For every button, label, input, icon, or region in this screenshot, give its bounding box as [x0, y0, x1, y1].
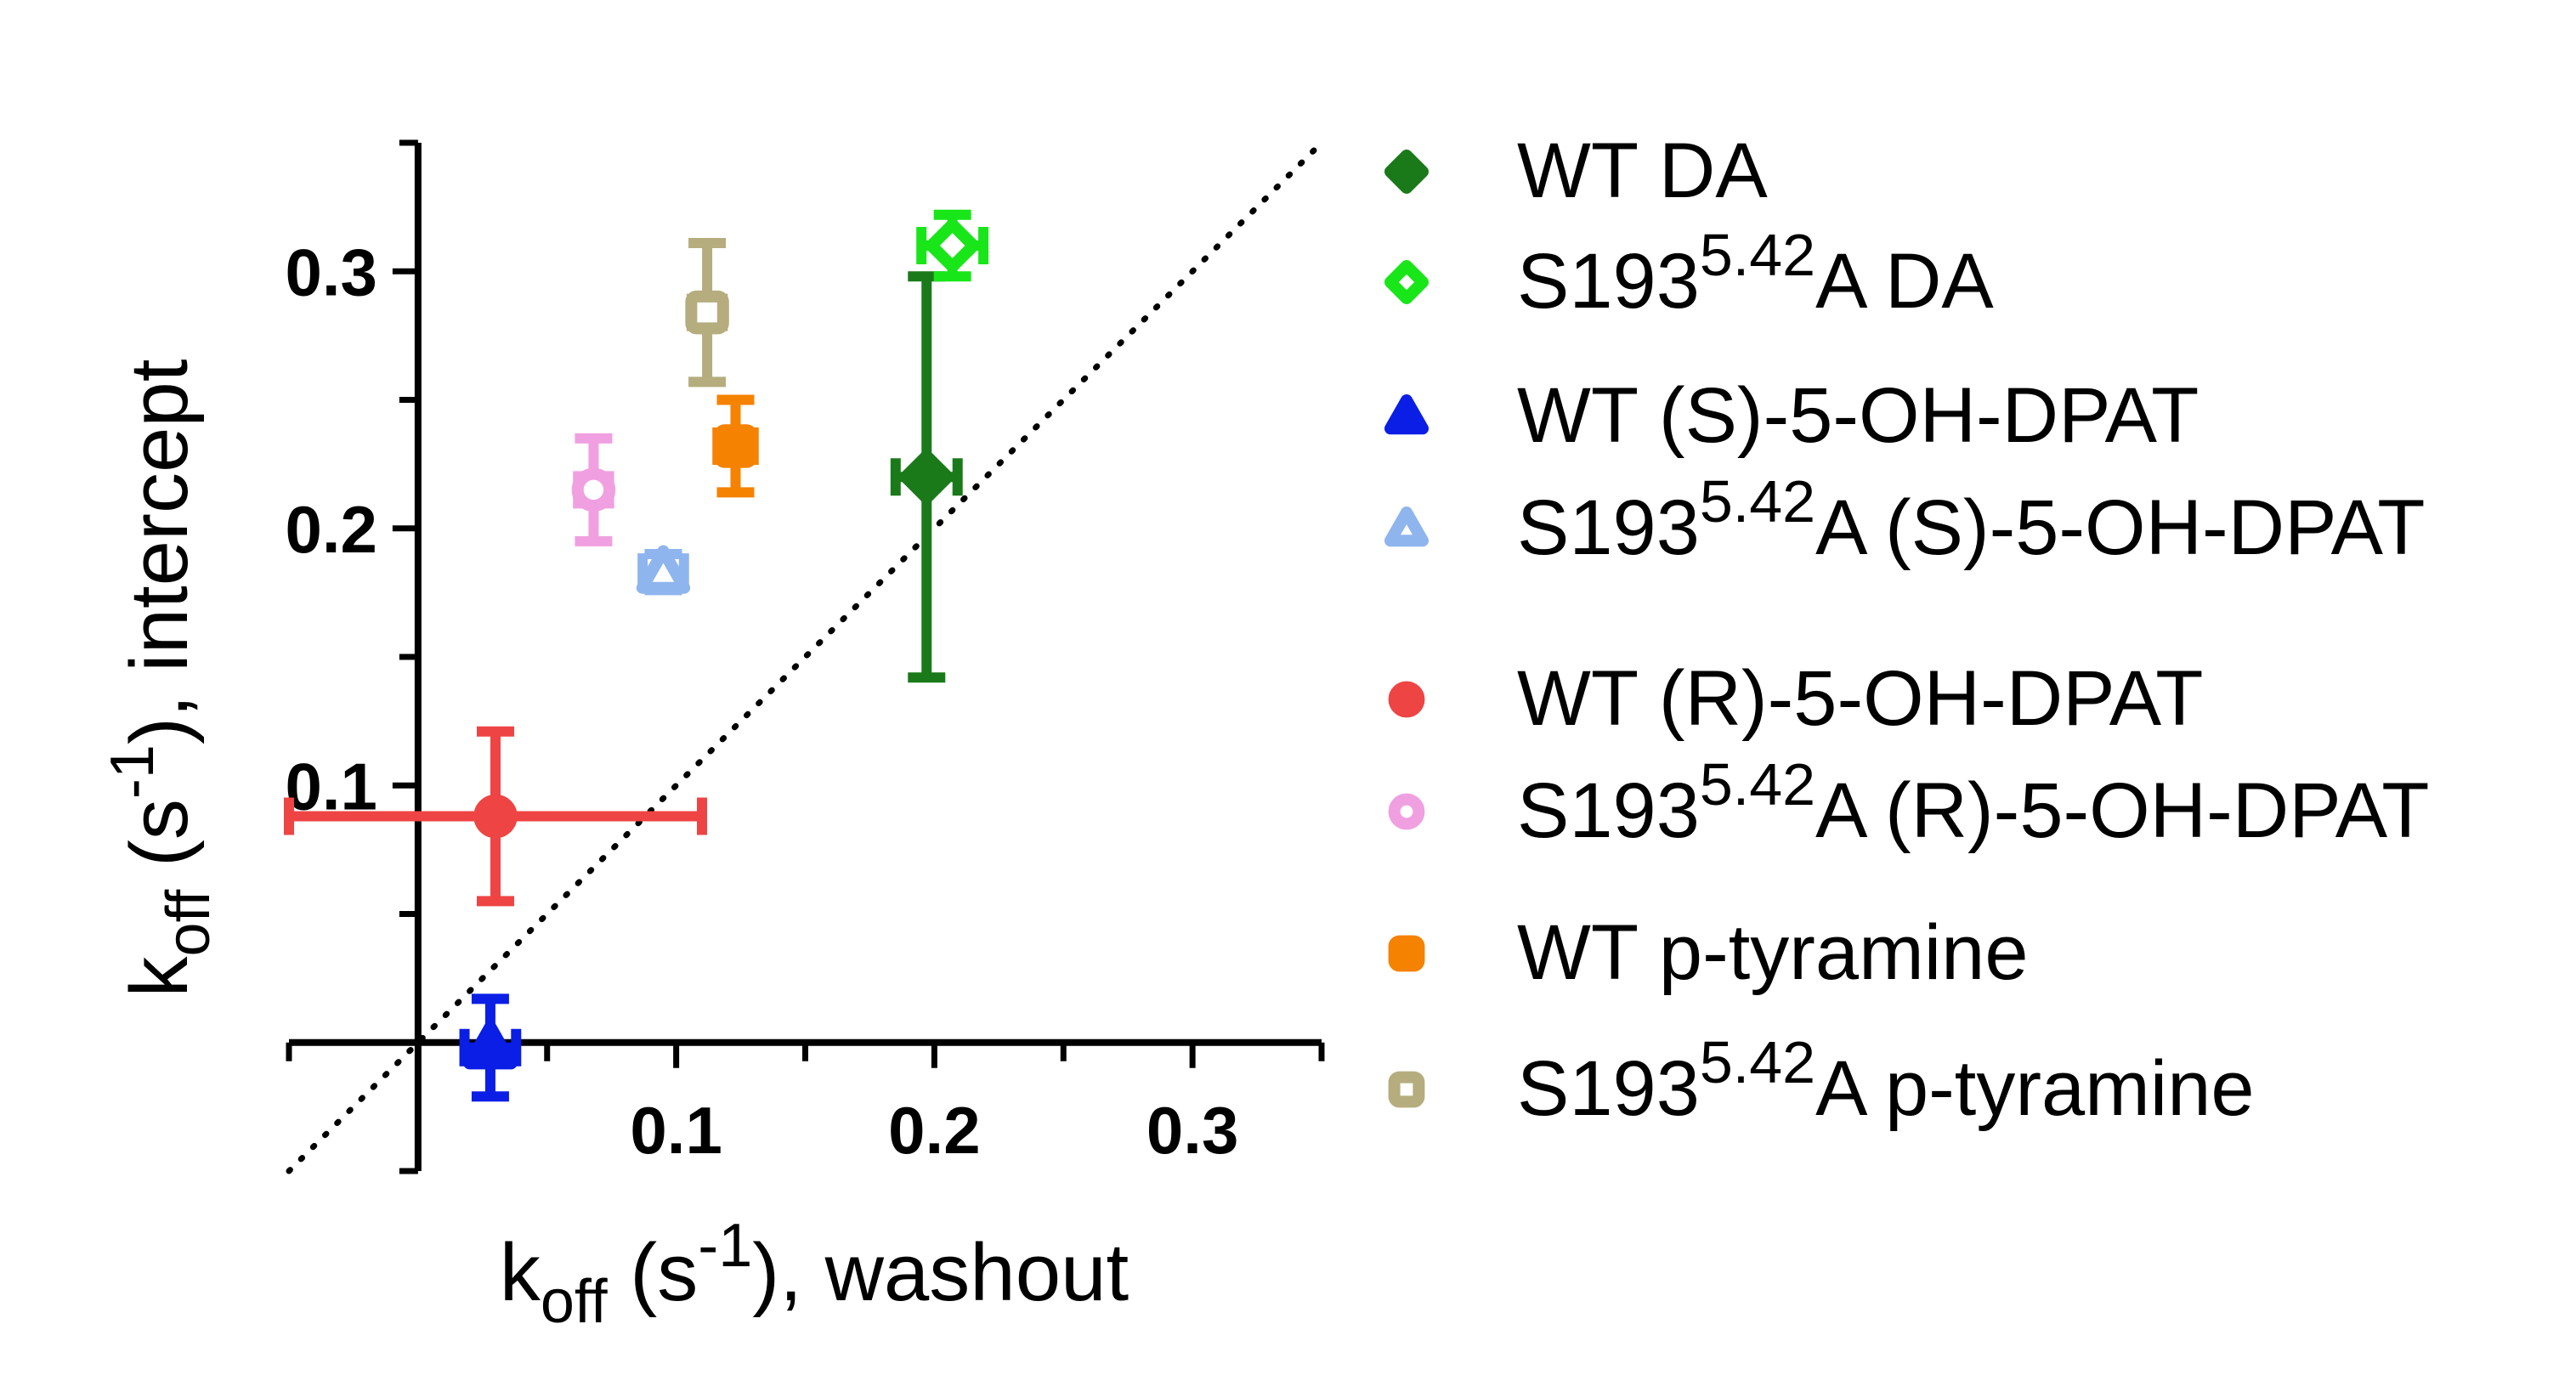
data-point — [685, 290, 729, 335]
legend-item: S1935.42A (R)-5-OH-DPAT — [1388, 751, 2429, 854]
y-tick-label: 0.2 — [285, 492, 376, 567]
data-series — [459, 993, 522, 1102]
legend-label: S1935.42A DA — [1517, 222, 1994, 325]
legend-marker — [1384, 394, 1429, 435]
legend-marker — [1384, 150, 1429, 194]
legend-item: S1935.42A p-tyramine — [1388, 1029, 2255, 1132]
legend-marker — [1388, 1071, 1425, 1108]
x-tick-label: 0.2 — [888, 1093, 980, 1168]
y-tick-label: 0.3 — [285, 235, 376, 309]
x-tick-label: 0.1 — [630, 1093, 722, 1168]
data-point — [463, 1021, 518, 1070]
data-series — [284, 726, 707, 907]
data-series — [571, 433, 616, 546]
legend-marker — [1388, 681, 1425, 718]
legend-item: WT (R)-5-OH-DPAT — [1388, 655, 2203, 742]
x-axis-title: koff (s-1), washout — [500, 1212, 1129, 1336]
legend-item: S1935.42A (S)-5-OH-DPAT — [1384, 468, 2425, 571]
legend-marker — [1384, 506, 1429, 547]
legend-marker — [1384, 260, 1429, 304]
data-series — [890, 271, 963, 683]
legend-label: S1935.42A (R)-5-OH-DPAT — [1517, 751, 2429, 854]
data-series — [916, 209, 989, 282]
legend-label: WT DA — [1517, 127, 1768, 214]
identity-line — [286, 139, 1325, 1174]
data-point — [473, 794, 518, 839]
data-series — [685, 237, 729, 388]
plot-area: 0.1 0.2 0.30.10.20.3 — [284, 139, 1325, 1174]
legend-label: WT (R)-5-OH-DPAT — [1517, 655, 2203, 742]
data-point — [636, 545, 691, 594]
axis-titles: koff (s-1), washout koff (s-1), intercept — [99, 359, 1129, 1336]
y-axis-title: koff (s-1), intercept — [99, 359, 223, 998]
legend-label: WT p-tyramine — [1517, 909, 2029, 996]
legend-item: S1935.42A DA — [1384, 222, 1994, 325]
legend-item: WT (S)-5-OH-DPAT — [1384, 372, 2199, 459]
legend-label: S1935.42A (S)-5-OH-DPAT — [1517, 468, 2425, 571]
legend-item: WT p-tyramine — [1388, 909, 2029, 996]
data-point — [713, 424, 758, 468]
legend-marker — [1388, 793, 1425, 830]
legend-item: WT DA — [1384, 127, 1768, 214]
data-point — [571, 467, 616, 512]
legend-label: S1935.42A p-tyramine — [1517, 1029, 2255, 1132]
legend-label: WT (S)-5-OH-DPAT — [1517, 372, 2199, 459]
legend-marker — [1388, 935, 1425, 972]
data-point — [899, 450, 954, 504]
data-series — [712, 394, 759, 498]
x-tick-label: 0.3 — [1146, 1093, 1238, 1168]
data-series — [636, 545, 691, 596]
data-point — [925, 218, 980, 273]
